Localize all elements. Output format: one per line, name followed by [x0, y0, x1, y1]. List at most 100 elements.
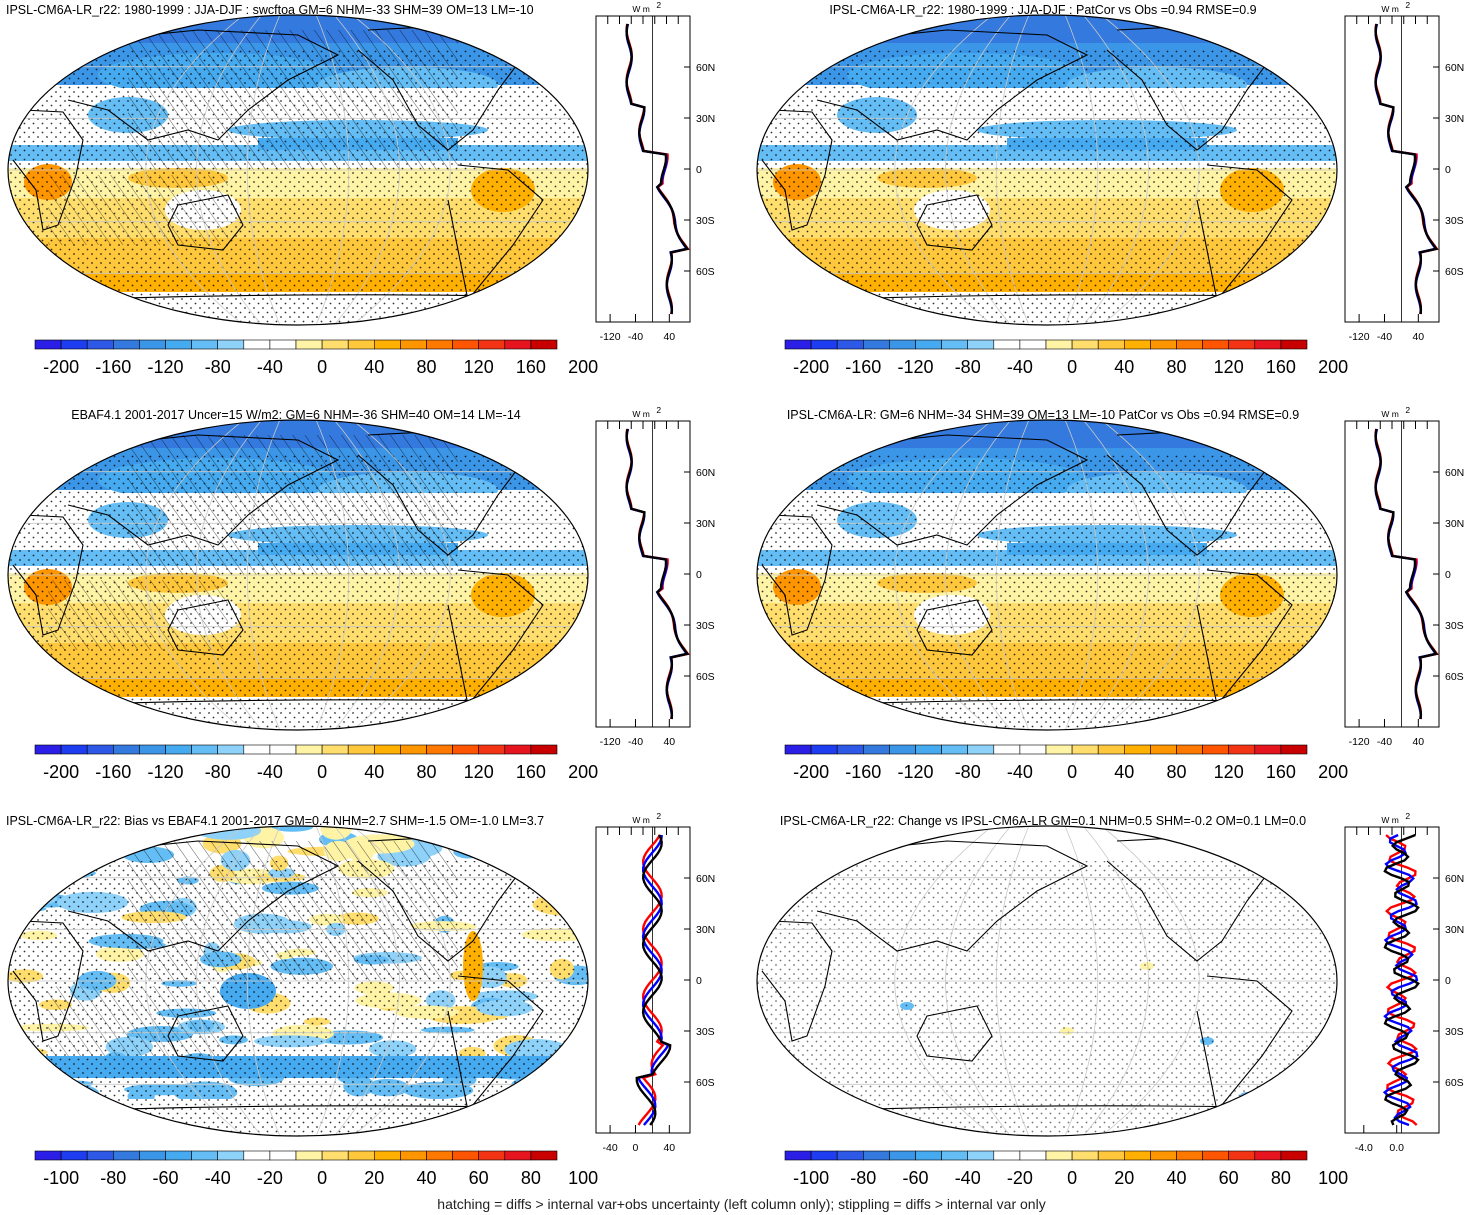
colorbar-bin	[347, 744, 375, 755]
colorbar-tick-label: -80	[205, 357, 231, 377]
colorbar-tick-label: 60	[1219, 1168, 1239, 1188]
colorbar-tick-label: 100	[568, 1168, 598, 1188]
colorbar-bin	[60, 744, 88, 755]
colorbar-bin	[86, 1150, 114, 1161]
profile-lat-label: 30S	[696, 215, 715, 227]
profile-unit-exponent: 2	[1405, 811, 1410, 821]
colorbar-tick-label: -120	[147, 357, 183, 377]
colorbar-tick-label: -120	[897, 762, 933, 782]
profile-unit-exponent: 2	[1405, 405, 1410, 415]
profile-lat-label: 60S	[696, 266, 715, 278]
colorbar-tick-label: 40	[416, 1168, 436, 1188]
map-field	[8, 826, 588, 1136]
colorbar-bin	[993, 339, 1021, 350]
profile-lat-label: 0	[696, 569, 702, 581]
colorbar-tick-label: 0	[317, 762, 327, 782]
profile-curve	[625, 428, 690, 720]
panel-title: IPSL-CM6A-LR_r22: 1980-1999 : JJA-DJF : …	[829, 3, 1256, 17]
colorbar-bin	[217, 744, 245, 755]
zonal-profile: W m 2 60N 30N 0 30S 60S -40 0 40	[595, 811, 715, 1154]
colorbar-bin	[191, 339, 219, 350]
profile-curve	[625, 428, 689, 720]
colorbar-bin	[478, 744, 506, 755]
colorbar-bin	[478, 1150, 506, 1161]
profile-curve	[1374, 23, 1438, 315]
profile-curve	[1374, 428, 1439, 720]
colorbar-bin	[530, 339, 558, 350]
colorbar-bin	[1097, 339, 1125, 350]
profile-lat-label: 30N	[696, 113, 715, 125]
colorbar-bin	[139, 339, 166, 350]
graticule	[8, 826, 588, 1136]
colorbar-bin	[1071, 339, 1099, 350]
colorbar-tick-label: 40	[364, 762, 384, 782]
colorbar-tick-label: 40	[1114, 357, 1134, 377]
map-field	[757, 420, 1337, 730]
colorbar-bin	[426, 1150, 453, 1161]
colorbar-tick-label: -100	[793, 1168, 829, 1188]
profile-curve	[625, 23, 690, 315]
colorbar-bin	[1019, 339, 1047, 350]
colorbar-tick-label: -200	[43, 762, 79, 782]
colorbar-tick-label: 80	[1271, 1168, 1291, 1188]
colorbar-bin	[191, 744, 219, 755]
profile-lat-label: 60S	[1445, 671, 1464, 683]
colorbar-bin	[269, 339, 297, 350]
zonal-profile: W m 2 60N 30N 0 30S 60S -120 -40 40	[1344, 0, 1464, 343]
profile-lat-label: 30N	[696, 518, 715, 530]
colorbar-tick-label: -200	[43, 357, 79, 377]
colorbar-tick-label: -80	[955, 357, 981, 377]
colorbar-bin	[1228, 339, 1256, 350]
profile-unit-label: W m	[632, 815, 649, 825]
profile-curve	[1374, 428, 1439, 720]
map-panel: IPSL-CM6A-LR_r22: Bias vs EBAF4.1 2001-2…	[6, 811, 715, 1188]
profile-lat-label: 0	[696, 975, 702, 987]
colorbar: -200 -160 -120 -80 -40 0 40 80 120 160 200	[34, 744, 598, 782]
colorbar-bin	[426, 744, 453, 755]
colorbar-tick-label: -40	[955, 1168, 981, 1188]
profile-lat-label: 30N	[1445, 113, 1464, 125]
colorbar: -200 -160 -120 -80 -40 0 40 80 120 160 200	[784, 339, 1348, 377]
colorbar-tick-label: 60	[469, 1168, 489, 1188]
colorbar-bin	[889, 339, 916, 350]
colorbar-bin	[321, 339, 349, 350]
colorbar-bin	[347, 339, 375, 350]
colorbar-bin	[452, 744, 480, 755]
profile-lat-label: 30S	[1445, 620, 1464, 632]
profile-unit-label: W m	[1381, 409, 1398, 419]
profile-curve	[625, 23, 690, 315]
profile-lat-label: 30N	[1445, 518, 1464, 530]
colorbar-bin	[165, 339, 192, 350]
profile-lat-label: 0	[696, 164, 702, 176]
colorbar-bin	[1176, 1150, 1203, 1161]
colorbar-bin	[1176, 744, 1203, 755]
zonal-profile: W m 2 60N 30N 0 30S 60S -120 -40 40	[595, 405, 715, 748]
colorbar-bin	[269, 1150, 297, 1161]
profile-curve	[1383, 833, 1420, 1126]
colorbar-bin	[1150, 744, 1177, 755]
colorbar-tick-label: 200	[568, 762, 598, 782]
profile-unit-exponent: 2	[656, 0, 661, 10]
profile-x-label: -40	[628, 736, 643, 748]
profile-x-label: -120	[1349, 331, 1370, 343]
colorbar-bin	[139, 1150, 166, 1161]
profile-lat-label: 60S	[696, 1077, 715, 1089]
colorbar-tick-label: 20	[1114, 1168, 1134, 1188]
colorbar-bin	[243, 339, 271, 350]
colorbar-bin	[1254, 744, 1282, 755]
colorbar-bin	[915, 339, 942, 350]
colorbar-tick-label: 160	[1266, 762, 1296, 782]
colorbar-bin	[993, 1150, 1021, 1161]
profile-lat-label: 30N	[1445, 924, 1464, 936]
colorbar-tick-label: -120	[897, 357, 933, 377]
colorbar-bin	[217, 339, 245, 350]
colorbar-bin	[139, 744, 166, 755]
colorbar-bin	[836, 744, 864, 755]
colorbar-bin	[269, 744, 297, 755]
colorbar-tick-label: -40	[1007, 762, 1033, 782]
colorbar-bin	[1176, 339, 1203, 350]
profile-lat-label: 0	[1445, 569, 1451, 581]
colorbar-bin	[810, 1150, 838, 1161]
profile-lat-label: 30S	[696, 620, 715, 632]
colorbar-tick-label: 40	[364, 357, 384, 377]
